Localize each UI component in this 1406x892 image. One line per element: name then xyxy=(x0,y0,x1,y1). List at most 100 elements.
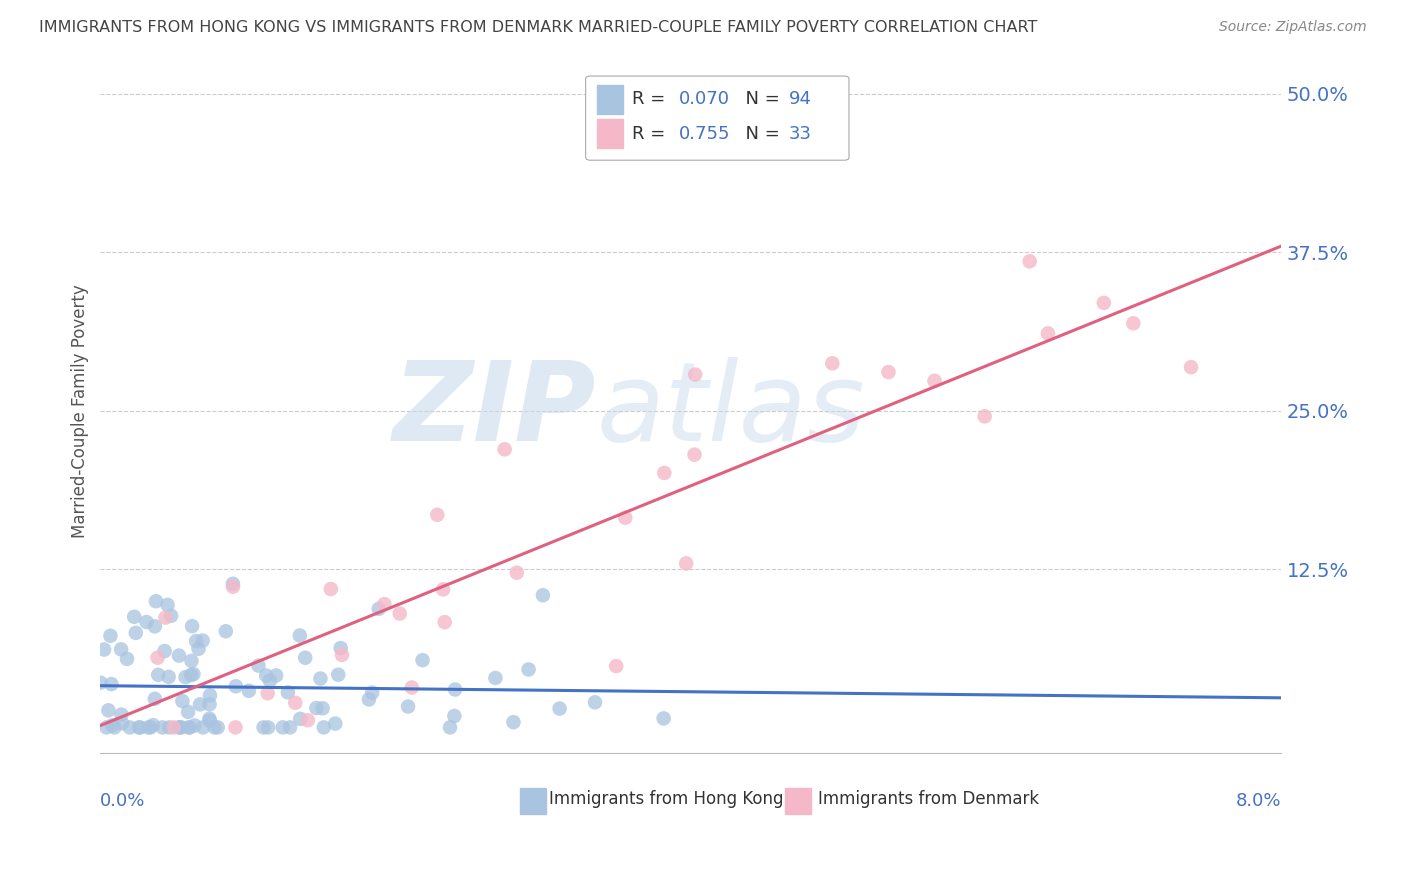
Text: N =: N = xyxy=(734,90,786,108)
Point xyxy=(187,641,209,656)
Point xyxy=(357,692,380,706)
Point xyxy=(177,705,200,719)
Point xyxy=(183,718,205,732)
Point xyxy=(254,668,277,682)
Point xyxy=(142,718,165,732)
Point xyxy=(167,648,190,663)
Point xyxy=(247,658,270,673)
Point xyxy=(93,642,115,657)
Point xyxy=(153,644,176,658)
Point xyxy=(683,448,706,462)
Point xyxy=(198,689,221,703)
Point xyxy=(180,654,202,668)
Text: ZIP: ZIP xyxy=(392,357,596,464)
Point xyxy=(264,668,287,682)
Point xyxy=(614,510,637,524)
Text: 8.0%: 8.0% xyxy=(1236,791,1281,810)
Point xyxy=(412,653,434,667)
Point xyxy=(179,720,201,734)
Point xyxy=(198,714,221,728)
Point xyxy=(329,640,352,655)
Point xyxy=(652,466,675,480)
Point xyxy=(157,670,180,684)
Point xyxy=(184,634,207,648)
Point xyxy=(294,650,316,665)
Text: IMMIGRANTS FROM HONG KONG VS IMMIGRANTS FROM DENMARK MARRIED-COUPLE FAMILY POVER: IMMIGRANTS FROM HONG KONG VS IMMIGRANTS … xyxy=(39,20,1038,35)
Point xyxy=(191,633,214,648)
Point xyxy=(155,610,177,624)
Point xyxy=(683,368,706,382)
Point xyxy=(531,588,554,602)
Text: Source: ZipAtlas.com: Source: ZipAtlas.com xyxy=(1219,20,1367,34)
Point xyxy=(181,619,204,633)
Point xyxy=(439,720,461,734)
Point xyxy=(1092,296,1115,310)
Point xyxy=(100,677,122,691)
Point xyxy=(361,686,384,700)
Point xyxy=(259,673,281,688)
Point xyxy=(605,659,627,673)
Point xyxy=(188,698,211,712)
Point xyxy=(198,712,221,726)
Point xyxy=(256,686,278,700)
Point xyxy=(444,682,467,697)
Point xyxy=(238,683,260,698)
Point xyxy=(170,720,193,734)
Point xyxy=(396,699,419,714)
Text: R =: R = xyxy=(631,125,671,143)
Point xyxy=(110,707,132,722)
Point xyxy=(225,720,247,734)
Point xyxy=(222,580,245,594)
Point xyxy=(323,716,346,731)
Point xyxy=(111,716,134,731)
Point xyxy=(198,698,221,712)
Point xyxy=(101,718,124,732)
Point xyxy=(222,576,245,591)
Point xyxy=(401,681,423,695)
Bar xyxy=(598,120,623,148)
Point xyxy=(330,648,353,662)
Point xyxy=(225,679,247,693)
Point xyxy=(373,597,395,611)
Point xyxy=(207,720,229,734)
Point xyxy=(252,720,274,734)
Point xyxy=(309,672,332,686)
Point xyxy=(146,650,169,665)
Y-axis label: Married-Couple Family Poverty: Married-Couple Family Poverty xyxy=(72,284,89,538)
Point xyxy=(328,667,350,681)
Point xyxy=(319,582,342,596)
Point xyxy=(143,619,166,633)
Point xyxy=(191,720,214,734)
Point xyxy=(125,626,148,640)
Point xyxy=(297,713,319,727)
Point xyxy=(145,594,167,608)
Point xyxy=(1036,326,1059,341)
Text: 0.0%: 0.0% xyxy=(100,791,146,810)
Point xyxy=(484,671,506,685)
Point xyxy=(821,356,844,370)
Point xyxy=(215,624,238,639)
Point xyxy=(152,720,174,734)
Point xyxy=(183,667,205,681)
Point xyxy=(506,566,529,580)
Point xyxy=(1018,254,1040,268)
Point xyxy=(143,691,166,706)
Point xyxy=(148,668,170,682)
Point xyxy=(163,720,186,734)
Text: atlas: atlas xyxy=(596,357,865,464)
Text: 94: 94 xyxy=(789,90,811,108)
Point xyxy=(128,720,150,734)
Point xyxy=(278,720,301,734)
Point xyxy=(156,598,179,612)
Bar xyxy=(520,789,546,814)
Point xyxy=(388,607,411,621)
Point xyxy=(122,609,145,624)
Point xyxy=(204,720,226,734)
Point xyxy=(174,670,197,684)
Point xyxy=(284,696,307,710)
Point xyxy=(180,668,202,682)
Point xyxy=(257,720,280,734)
Point xyxy=(652,711,675,725)
Text: 33: 33 xyxy=(789,125,811,143)
Text: N =: N = xyxy=(734,125,786,143)
